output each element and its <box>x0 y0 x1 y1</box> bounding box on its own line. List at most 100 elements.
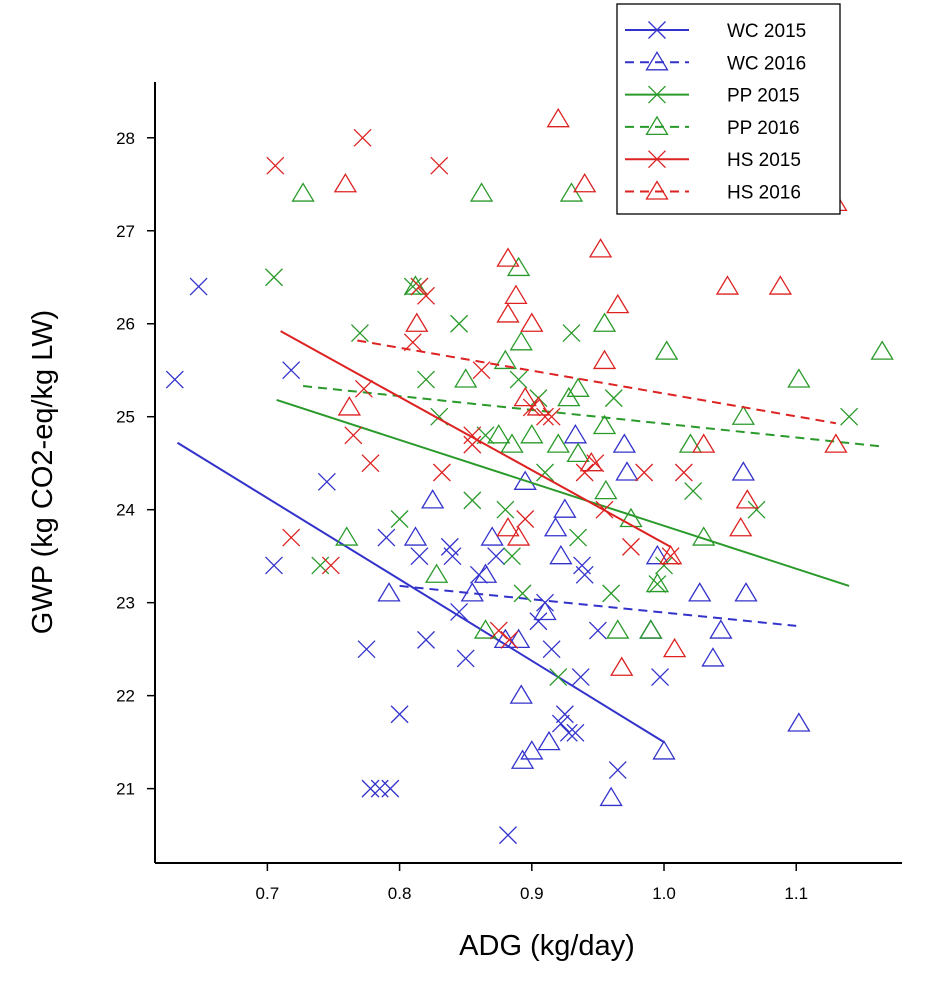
data-point <box>566 377 590 397</box>
data-point <box>661 547 680 566</box>
data-point <box>509 331 533 351</box>
data-point <box>516 510 535 528</box>
data-point <box>615 461 639 481</box>
data-point <box>688 582 712 602</box>
data-point <box>610 656 634 676</box>
data-point <box>606 619 630 639</box>
data-point <box>489 621 508 640</box>
data-point <box>456 649 475 668</box>
data-point <box>655 340 679 360</box>
y-tick-label: 26 <box>116 315 135 334</box>
data-point <box>575 463 594 482</box>
data-point <box>555 705 574 724</box>
data-point <box>701 647 725 667</box>
data-point <box>715 275 740 295</box>
data-point <box>265 556 283 575</box>
data-point <box>420 489 445 509</box>
data-point <box>608 761 627 779</box>
legend-marker <box>648 85 666 104</box>
data-point <box>311 556 330 575</box>
y-axis-ticks: 21 22 23 24 25 26 27 28 <box>116 129 155 799</box>
data-point <box>335 526 359 546</box>
data-point <box>509 684 533 704</box>
y-tick-label: 24 <box>116 501 135 520</box>
data-point <box>430 156 449 175</box>
data-point <box>537 730 561 751</box>
data-point <box>840 407 859 426</box>
data-point <box>282 528 301 547</box>
data-point <box>787 712 811 732</box>
data-point <box>165 370 184 389</box>
data-point <box>509 370 528 389</box>
data-point <box>350 324 369 342</box>
data-point <box>549 668 568 687</box>
data-point <box>592 349 617 370</box>
data-point <box>551 714 570 733</box>
data-point <box>520 424 544 444</box>
data-point <box>602 584 621 603</box>
trend-line-hs-2016 <box>357 339 837 425</box>
data-point <box>513 470 537 490</box>
legend-label: PP 2015 <box>727 86 800 107</box>
data-point <box>266 156 285 175</box>
data-point <box>606 293 630 314</box>
data-point <box>432 463 451 482</box>
data-point <box>403 333 422 352</box>
data-point <box>592 414 617 435</box>
data-point <box>500 630 519 649</box>
data-point <box>443 547 462 566</box>
data-point <box>361 779 380 798</box>
data-point <box>573 173 597 193</box>
data-point <box>734 582 758 602</box>
data-point <box>658 544 683 565</box>
data-point <box>678 433 703 453</box>
data-point <box>731 461 755 481</box>
data-point <box>549 544 573 565</box>
data-point <box>496 303 520 323</box>
data-point <box>731 405 755 425</box>
x-tick-label: 1.1 <box>784 884 808 903</box>
data-point <box>504 284 528 304</box>
data-point <box>562 324 581 342</box>
data-point <box>370 779 389 798</box>
legend-entry-pp-2015: PP 2015 <box>625 86 800 107</box>
y-tick-label: 23 <box>116 594 135 613</box>
legend-label: WC 2016 <box>727 53 806 74</box>
data-point <box>824 433 848 453</box>
data-point <box>622 537 640 556</box>
trend-line-hs-2015 <box>280 330 672 548</box>
legend-marker <box>648 150 666 169</box>
legend-entry-pp-2016: PP 2016 <box>625 115 800 139</box>
data-point <box>520 312 544 332</box>
data-point <box>648 575 667 594</box>
data-point <box>612 433 637 453</box>
data-point <box>469 182 494 202</box>
data-point <box>651 668 670 687</box>
data-point <box>506 526 531 546</box>
x-axis-ticks: 0.7 0.8 0.9 1.0 1.1 <box>256 863 808 903</box>
data-point <box>594 479 618 500</box>
data-point <box>503 547 521 566</box>
data-point <box>542 640 561 659</box>
data-point <box>353 128 372 147</box>
data-point <box>674 463 693 482</box>
data-point <box>493 349 518 370</box>
data-point <box>536 463 554 482</box>
data-point <box>410 547 429 566</box>
data-point <box>604 389 623 408</box>
data-point <box>588 238 613 258</box>
series-pp-2015 <box>265 268 859 687</box>
data-point <box>321 556 340 575</box>
data-point <box>496 517 520 537</box>
data-point <box>639 619 663 639</box>
data-point <box>473 619 498 639</box>
data-point <box>619 507 643 528</box>
data-point <box>579 451 603 472</box>
trend-line-wc-2016 <box>399 584 797 627</box>
legend-entry-wc-2016: WC 2016 <box>625 51 806 74</box>
legend-marker <box>645 51 669 71</box>
data-point <box>533 600 557 621</box>
legend-box <box>616 3 841 215</box>
data-point <box>390 705 409 724</box>
data-point <box>417 286 435 305</box>
